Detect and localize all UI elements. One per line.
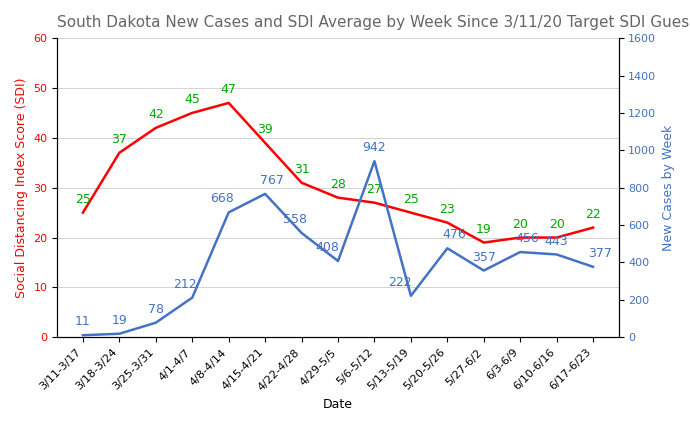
Text: 767: 767	[260, 174, 284, 187]
Text: 45: 45	[184, 93, 200, 106]
X-axis label: Date: Date	[323, 398, 353, 411]
Text: 668: 668	[210, 193, 234, 205]
Y-axis label: Social Distancing Index Score (SDI): Social Distancing Index Score (SDI)	[15, 78, 28, 298]
Text: 25: 25	[403, 193, 419, 206]
Text: 39: 39	[257, 123, 273, 136]
Text: 19: 19	[112, 314, 127, 327]
Text: 22: 22	[585, 207, 601, 221]
Text: 20: 20	[549, 218, 564, 230]
Text: 212: 212	[173, 278, 197, 291]
Text: 47: 47	[221, 83, 237, 96]
Text: 28: 28	[330, 178, 346, 191]
Text: 357: 357	[472, 250, 495, 264]
Text: 42: 42	[148, 108, 164, 121]
Text: 78: 78	[148, 303, 164, 316]
Text: 456: 456	[515, 232, 539, 245]
Text: 443: 443	[545, 234, 569, 248]
Text: 558: 558	[283, 213, 306, 226]
Text: 408: 408	[315, 241, 339, 254]
Text: 476: 476	[442, 228, 466, 242]
Text: 377: 377	[588, 247, 612, 260]
Text: 20: 20	[512, 218, 528, 230]
Text: 942: 942	[363, 141, 386, 154]
Text: 222: 222	[388, 276, 411, 289]
Text: 25: 25	[75, 193, 91, 206]
Text: 11: 11	[75, 315, 91, 328]
Text: 19: 19	[476, 223, 492, 236]
Text: 23: 23	[440, 203, 455, 216]
Text: South Dakota New Cases and SDI Average by Week Since 3/11/20 Target SDI Guess: 2: South Dakota New Cases and SDI Average b…	[57, 15, 690, 30]
Text: 27: 27	[366, 183, 382, 196]
Y-axis label: New Cases by Week: New Cases by Week	[662, 124, 675, 251]
Text: 37: 37	[111, 133, 127, 146]
Text: 31: 31	[294, 163, 309, 176]
